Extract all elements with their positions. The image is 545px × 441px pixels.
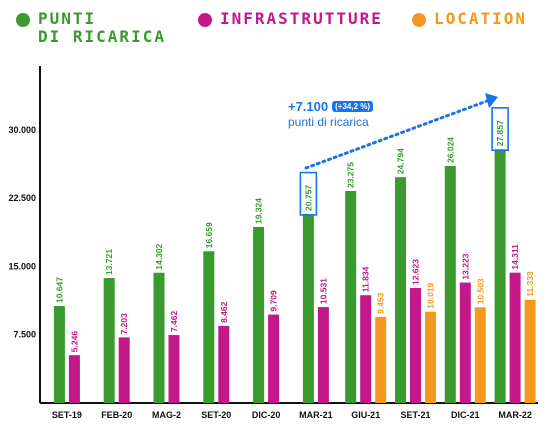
data-label: 9.709 [269, 290, 279, 312]
x-tick-label: SET-21 [400, 410, 430, 420]
data-label: 10.019 [426, 282, 436, 308]
data-label: 10.647 [54, 277, 64, 303]
data-label: 7.462 [169, 310, 179, 332]
x-tick-label: GIU-21 [351, 410, 380, 420]
growth-percent: (+34,2 %) [332, 101, 374, 112]
legend-dot-infrastrutture [198, 13, 212, 27]
data-label: 10.503 [475, 278, 485, 304]
data-label: 11.333 [525, 271, 535, 297]
y-tick-label: 15.000 [8, 261, 36, 271]
x-tick-label: DIC-21 [451, 410, 480, 420]
x-tick-label: MAR-21 [299, 410, 333, 420]
x-tick-label: DIC-20 [252, 410, 281, 420]
data-label: 16.659 [204, 222, 214, 248]
legend-label-infrastrutture: Infrastrutture [220, 9, 383, 28]
data-label: 27.857 [495, 120, 505, 146]
growth-subtitle: punti di ricarica [288, 115, 369, 129]
legend-item-infrastrutture: Infrastrutture [198, 10, 383, 28]
legend-dot-punti [16, 13, 30, 27]
bar-punti-di-ricarica [345, 191, 357, 403]
data-label: 19.324 [254, 198, 264, 224]
bar-infrastrutture [459, 282, 471, 403]
bar-location [425, 311, 436, 403]
bar-punti-di-ricarica [253, 226, 265, 403]
bar-punti-di-ricarica [302, 213, 314, 403]
data-label: 23.275 [346, 162, 356, 188]
x-tick-label: FEB-20 [101, 410, 132, 420]
bar-punti-di-ricarica [203, 251, 215, 403]
bar-infrastrutture [360, 295, 372, 403]
highlight-box [299, 171, 318, 216]
bar-location [474, 307, 486, 403]
data-label: 20.757 [303, 185, 313, 211]
data-label: 13.223 [460, 253, 470, 279]
bar-punti-di-ricarica [153, 272, 165, 403]
bar-location [375, 316, 387, 403]
highlight-box [491, 107, 509, 152]
legend-label-location: Location [434, 9, 528, 28]
bar-punti-di-ricarica [444, 165, 456, 403]
bar-infrastrutture [509, 272, 521, 403]
bar-punti-di-ricarica [395, 177, 406, 403]
bar-infrastrutture [268, 314, 280, 403]
x-tick-label: MAG-2 [152, 410, 181, 420]
growth-value: +7.100 [288, 99, 329, 114]
growth-arrow-line [304, 99, 489, 170]
x-tick-label: SET-19 [52, 410, 82, 420]
data-label: 12.623 [411, 259, 421, 285]
legend-item-punti: Punti di ricarica [16, 10, 166, 46]
legend-dot-location [412, 13, 426, 27]
data-label: 14.302 [154, 243, 164, 269]
bar-punti-di-ricarica [53, 306, 65, 403]
bar-infrastrutture [168, 335, 180, 403]
x-tick-label: SET-20 [201, 410, 231, 420]
bar-punti-di-ricarica [103, 278, 115, 403]
bar-infrastrutture [218, 325, 230, 403]
growth-annotation: +7.100 (+34,2 %) punti di ricarica [288, 99, 420, 129]
bar-infrastrutture [68, 355, 80, 403]
bar-infrastrutture [317, 307, 329, 403]
y-tick-label: 7.500 [13, 330, 36, 340]
data-label: 11.834 [361, 266, 371, 292]
data-label: 26.024 [445, 137, 455, 163]
growth-arrow-head [485, 93, 498, 108]
data-label: 9.453 [376, 292, 386, 314]
data-label: 8.462 [219, 301, 229, 323]
bar-location [524, 299, 536, 403]
legend-item-location: Location [412, 10, 527, 28]
y-tick-label: 30.000 [8, 125, 36, 135]
y-tick-label: 22.500 [8, 193, 36, 203]
legend-label-punti: Punti di ricarica [38, 9, 166, 46]
data-label: 5.246 [69, 331, 79, 353]
bar-punti-di-ricarica [494, 149, 506, 403]
bar-infrastrutture [118, 337, 130, 403]
data-label: 14.311 [510, 244, 520, 270]
data-label: 13.721 [104, 249, 114, 275]
bar-infrastrutture [410, 288, 421, 403]
data-label: 24.794 [396, 148, 406, 174]
data-label: 7.203 [119, 313, 129, 335]
x-tick-label: MAR-22 [498, 410, 532, 420]
data-label: 10.531 [318, 278, 328, 304]
